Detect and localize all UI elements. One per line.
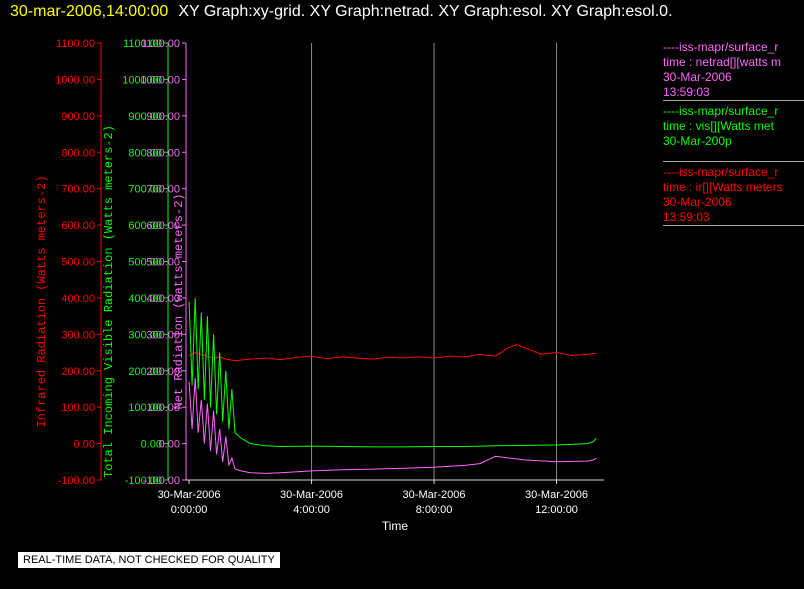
- y-tick-label-vis: 0.00: [141, 439, 162, 451]
- y-tick-label-net: 100.00: [146, 402, 180, 414]
- legend-separator: [663, 225, 804, 226]
- y-axis-label-ir: Infrared Radiation (Watts meters-2): [35, 175, 49, 427]
- y-tick-label-net: 400.00: [146, 293, 180, 305]
- legend: ----iss-mapr/surface_r time : netrad[][wa…: [663, 40, 804, 229]
- y-axis-label-vis: Total Incoming Visible Radiation (Watts …: [102, 125, 116, 478]
- legend-separator: [663, 100, 804, 101]
- x-tick-label-date: 30-Mar-2006: [403, 489, 466, 501]
- chart-header: 30-mar-2006,14:00:00 XY Graph:xy-grid. XY…: [10, 3, 673, 21]
- y-tick-label-net: 800.00: [146, 147, 180, 159]
- y-tick-label-ir: 100.00: [61, 402, 95, 414]
- y-tick-label-ir: 600.00: [61, 220, 95, 232]
- legend-entry: ----iss-mapr/surface_r time : netrad[][wa…: [663, 40, 804, 100]
- legend-entry: ----iss-mapr/surface_r time : vis[][Watts…: [663, 104, 804, 149]
- y-tick-label-ir: 1000.00: [55, 74, 95, 86]
- y-tick-label-vis: 1000.00: [122, 74, 162, 86]
- y-tick-label-ir: 300.00: [61, 329, 95, 341]
- legend-line: 13:59:03: [663, 85, 710, 99]
- y-tick-label-ir: 700.00: [61, 184, 95, 196]
- series-line-vis: [188, 297, 597, 448]
- x-tick-label-time: 8:00:00: [416, 504, 453, 516]
- y-tick-label-vis: 1100.00: [123, 38, 162, 50]
- y-tick-label-ir: -100.00: [58, 475, 95, 487]
- y-tick-label-vis: 900.00: [128, 111, 162, 123]
- y-tick-label-vis: 800.00: [128, 147, 162, 159]
- x-tick-label-time: 0:00:00: [171, 504, 208, 516]
- legend-line: time : vis[][Watts met: [663, 119, 774, 133]
- legend-line: 30-Mar-200p: [663, 134, 732, 148]
- x-tick-label-date: 30-Mar-2006: [280, 489, 343, 501]
- y-tick-label-vis: 700.00: [128, 184, 162, 196]
- legend-line: time : netrad[][watts m: [663, 55, 782, 69]
- y-tick-label-ir: 400.00: [61, 293, 95, 305]
- x-tick-label-date: 30-Mar-2006: [525, 489, 588, 501]
- y-tick-label-net: 500.00: [146, 257, 180, 269]
- y-tick-label-vis: 200.00: [128, 366, 162, 378]
- legend-separator: [663, 161, 804, 162]
- y-tick-label-ir: 800.00: [61, 147, 95, 159]
- y-axis-label-net: Net Radiation (watts meters-2): [172, 193, 186, 409]
- y-tick-label-net: 300.00: [146, 329, 180, 341]
- y-tick-label-vis: 300.00: [128, 329, 162, 341]
- y-tick-label-net: 900.00: [146, 111, 180, 123]
- y-tick-label-net: 1000.00: [140, 74, 180, 86]
- y-tick-label-vis: 500.00: [128, 257, 162, 269]
- x-tick-label-date: 30-Mar-2006: [158, 489, 221, 501]
- x-tick-label-time: 12:00:00: [535, 504, 578, 516]
- legend-line: 13:59:03: [663, 210, 710, 224]
- series-line-ir: [188, 343, 597, 362]
- x-axis-label: Time: [382, 519, 409, 533]
- legend-line: ----iss-mapr/surface_r: [663, 40, 779, 54]
- legend-line: ----iss-mapr/surface_r: [663, 104, 779, 118]
- header-graph-titles: XY Graph:xy-grid. XY Graph:netrad. XY Gr…: [178, 3, 673, 20]
- y-tick-label-ir: 0.00: [74, 439, 95, 451]
- y-tick-label-net: 1100.00: [141, 38, 180, 50]
- y-tick-label-vis: -100.00: [125, 475, 162, 487]
- y-tick-label-ir: 500.00: [61, 257, 95, 269]
- y-tick-label-ir: 1100.00: [56, 38, 95, 50]
- quality-disclaimer: REAL-TIME DATA, NOT CHECKED FOR QUALITY: [18, 552, 280, 568]
- legend-line: 30-Mar-2006: [663, 195, 732, 209]
- header-date: 30-mar-2006,14:00:00: [10, 3, 169, 20]
- y-tick-label-vis: 100.00: [128, 402, 162, 414]
- y-tick-label-net: -100.00: [143, 475, 180, 487]
- y-tick-label-net: 200.00: [146, 366, 180, 378]
- y-tick-label-ir: 200.00: [61, 366, 95, 378]
- y-tick-label-net: 600.00: [146, 220, 180, 232]
- legend-line: 30-Mar-2006: [663, 70, 732, 84]
- y-tick-label-vis: 400.00: [128, 293, 162, 305]
- legend-line: ----iss-mapr/surface_r: [663, 165, 779, 179]
- y-tick-label-vis: 600.00: [128, 220, 162, 232]
- legend-entry: ----iss-mapr/surface_r time : ir[][Watts …: [663, 165, 804, 225]
- y-tick-label-net: 700.00: [146, 184, 180, 196]
- legend-line: time : ir[][Watts meters: [663, 180, 783, 194]
- series-line-net: [188, 377, 597, 474]
- y-tick-label-net: 0.00: [159, 439, 180, 451]
- x-tick-label-time: 4:00:00: [293, 504, 330, 516]
- y-tick-label-ir: 900.00: [61, 111, 95, 123]
